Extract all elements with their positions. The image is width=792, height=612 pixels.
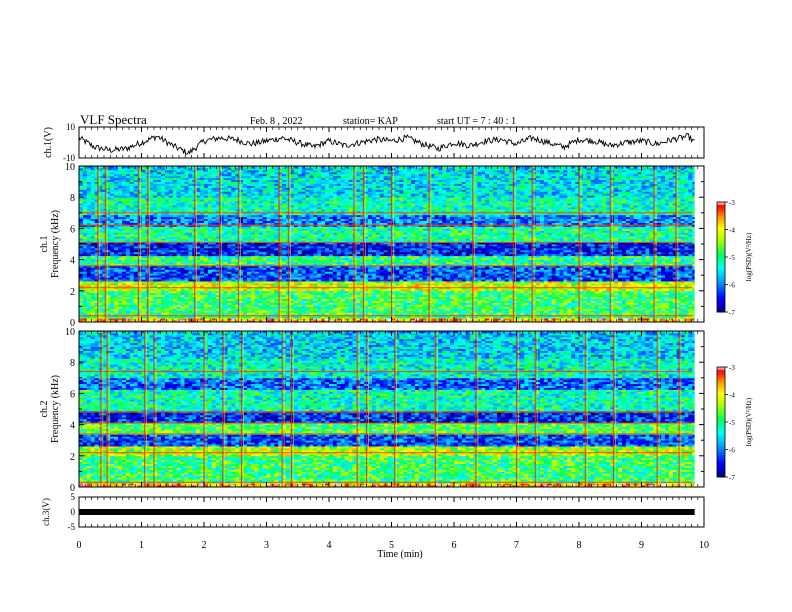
figure-title: VLF Spectra xyxy=(80,112,147,127)
date-label: Feb. 8 , 2022 xyxy=(250,116,303,127)
ch1-trace xyxy=(79,134,695,155)
station-label: station= KAP xyxy=(343,116,398,127)
start-time-label: start UT = 7 : 40 : 1 xyxy=(437,116,516,127)
vlf-spectra-figure: VLF Spectra Feb. 8 , 2022 station= KAP s… xyxy=(0,0,792,612)
ch1-ylabel: ch.1(V) xyxy=(43,127,54,158)
ch1-ytick-label: 10 xyxy=(66,122,76,132)
